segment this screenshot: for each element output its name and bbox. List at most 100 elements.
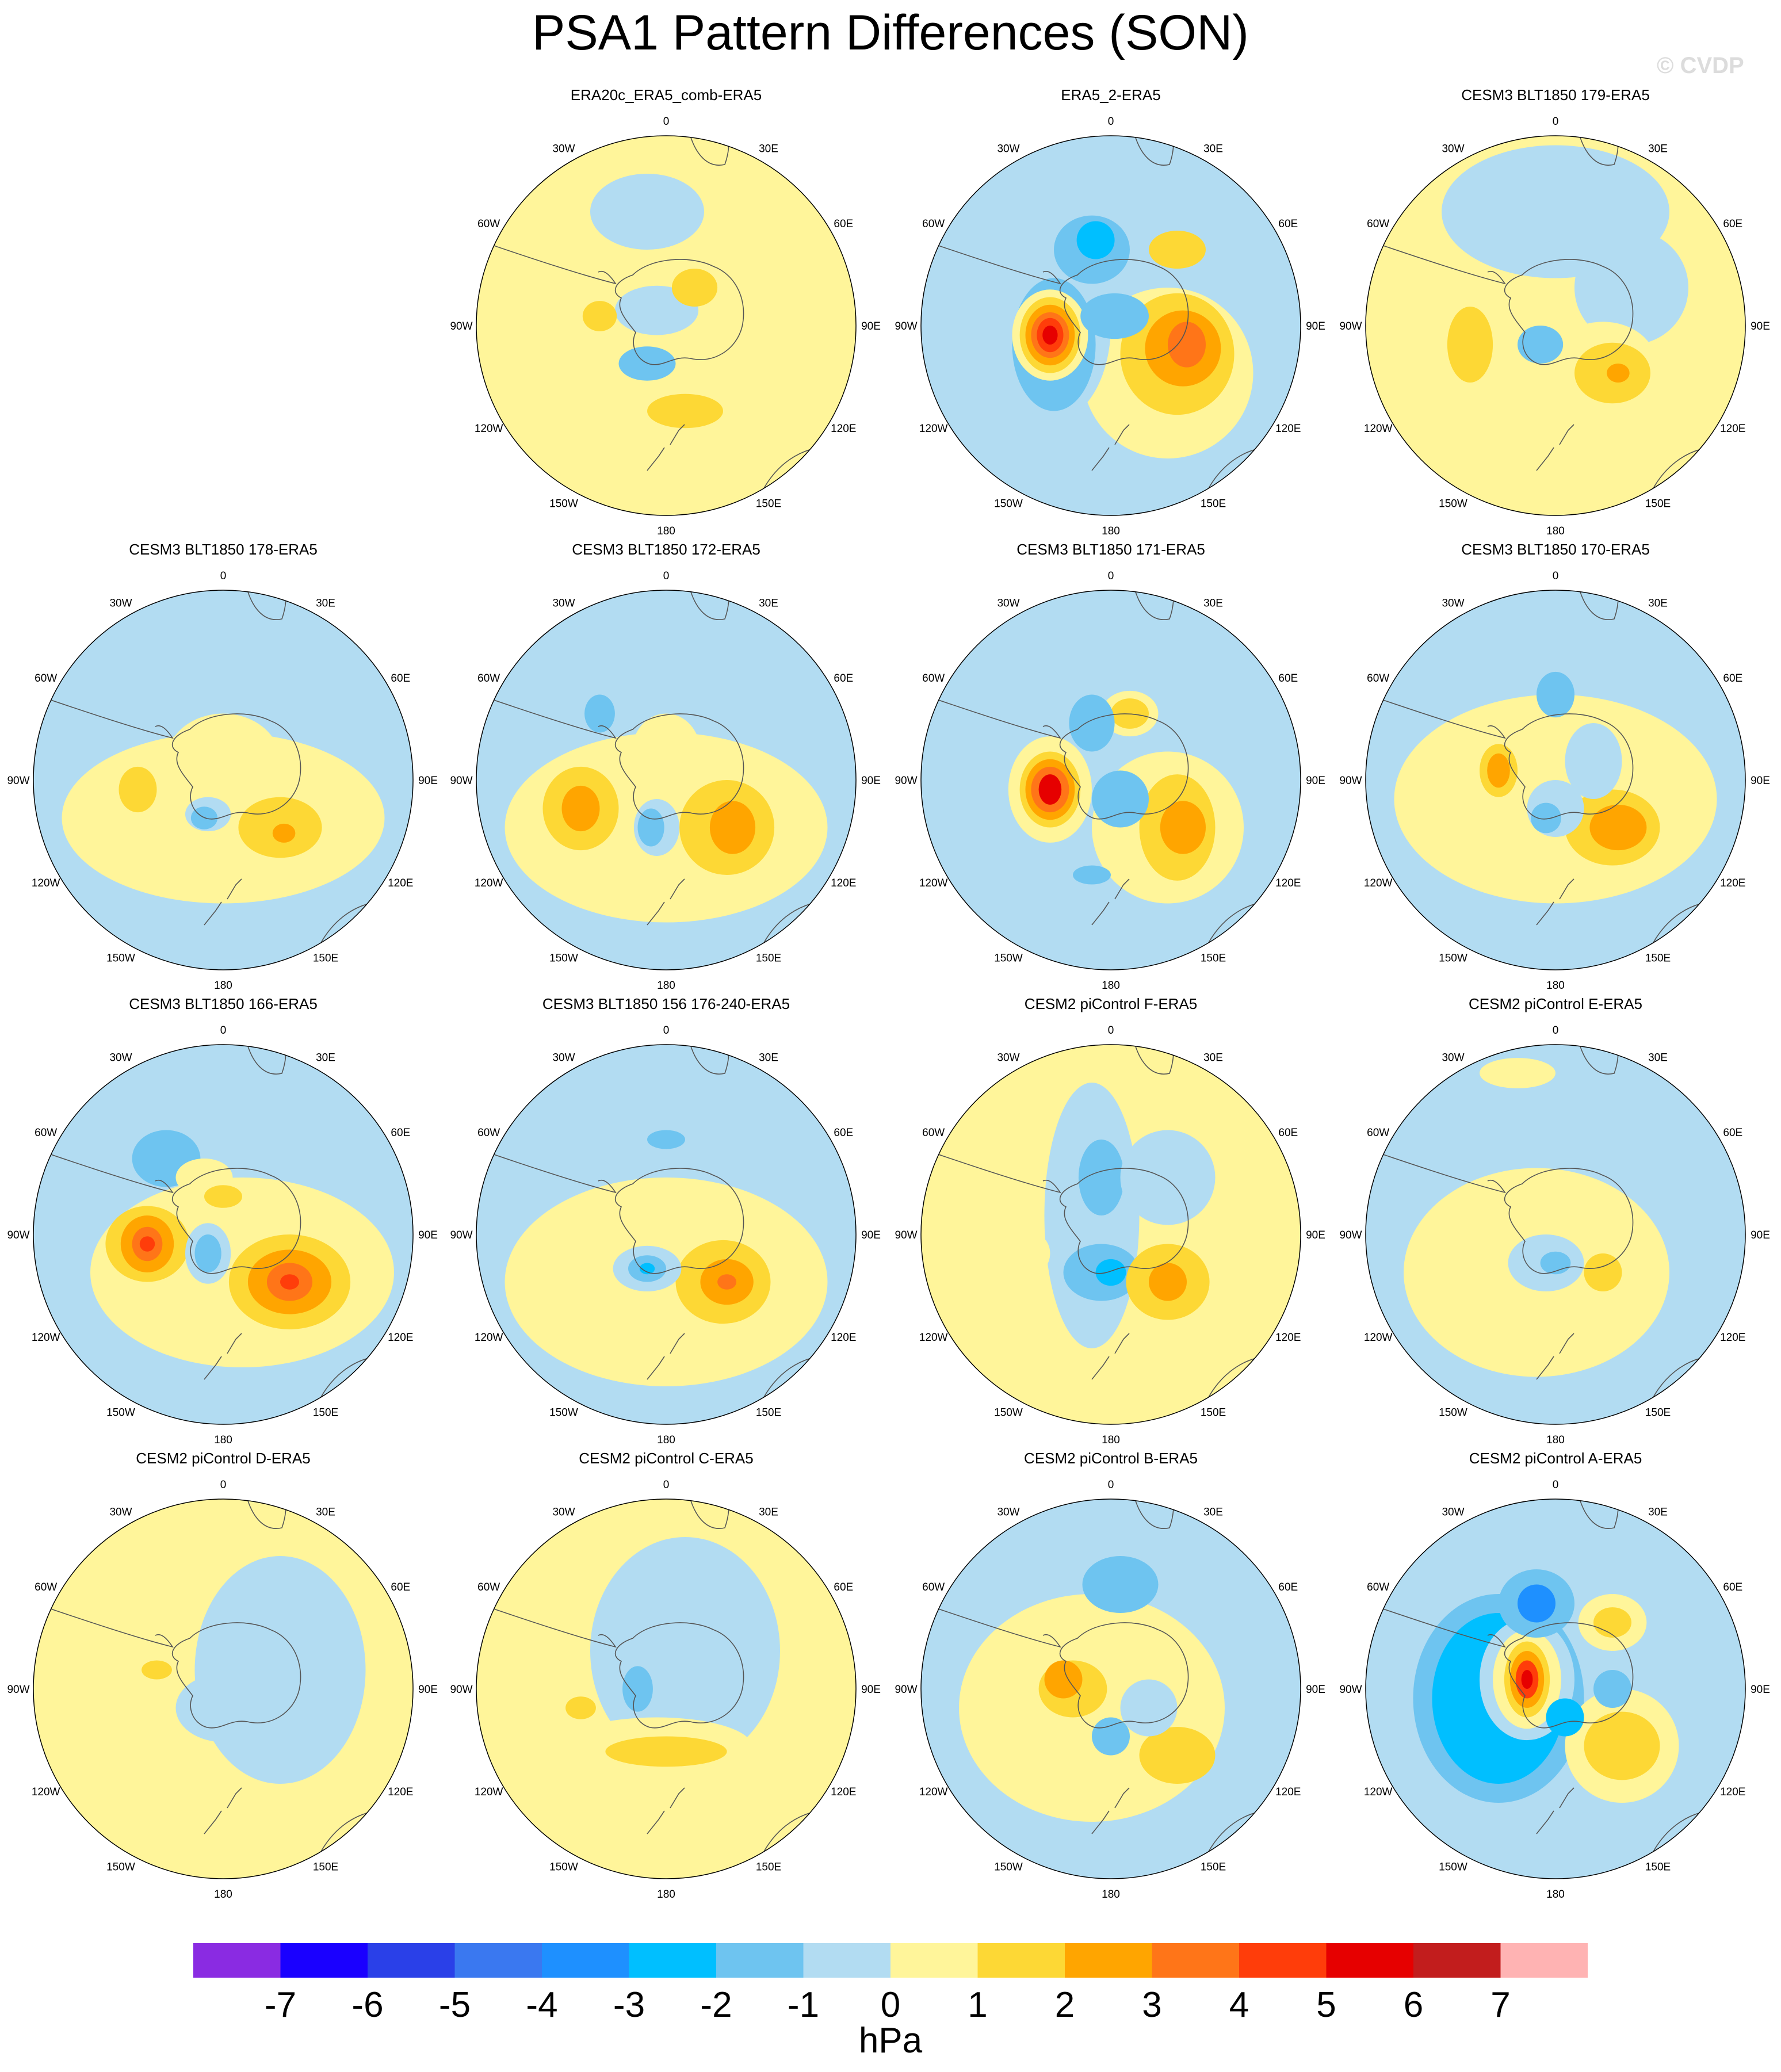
longitude-label: 60E xyxy=(834,1581,853,1593)
longitude-label: 30E xyxy=(316,1052,335,1064)
longitude-label: 180 xyxy=(1546,525,1565,537)
colorbar-tick-label: 6 xyxy=(1403,1985,1424,2025)
longitude-label: 30E xyxy=(759,143,778,155)
longitude-label: 120E xyxy=(1275,423,1301,435)
colorbar-swatch xyxy=(1152,1943,1240,1978)
antarctica-coastline xyxy=(614,259,744,365)
longitude-label: 150W xyxy=(106,1861,135,1873)
longitude-label: 180 xyxy=(1102,980,1120,992)
longitude-label: 60E xyxy=(834,218,853,230)
longitude-label: 150W xyxy=(549,1861,578,1873)
longitude-label: 150W xyxy=(994,1861,1023,1873)
new-zealand-coastline xyxy=(1536,1333,1574,1380)
negative-anomaly xyxy=(1082,1556,1159,1613)
longitude-label: 30E xyxy=(1648,1052,1668,1064)
longitude-label: 30E xyxy=(1203,1052,1223,1064)
map-panel: CESM3 BLT1850 178-ERA5 0 30E 60E 90E 120E 150E… xyxy=(0,541,446,995)
map-panel: CESM2 piControl D-ERA5 0 30E 60E 90E 120E 150E… xyxy=(0,1450,446,1904)
map-boundary xyxy=(1365,1044,1746,1425)
colorbar-tick-label: 7 xyxy=(1490,1985,1511,2025)
longitude-label: 180 xyxy=(1102,1434,1120,1446)
figure-title: PSA1 Pattern Differences (SON) xyxy=(532,5,1249,60)
new-zealand-coastline xyxy=(204,878,242,926)
positive-anomaly xyxy=(1521,1670,1533,1689)
longitude-label: 150E xyxy=(1645,1861,1671,1873)
longitude-label: 120E xyxy=(1275,877,1301,889)
longitude-label: 150W xyxy=(994,1406,1023,1419)
map-boundary xyxy=(476,590,857,970)
negative-anomaly xyxy=(584,694,615,733)
panel-title: CESM2 piControl D-ERA5 xyxy=(136,1450,311,1467)
cvdp-watermark: © CVDP xyxy=(1657,53,1744,78)
longitude-label: 30W xyxy=(1442,1507,1464,1519)
map-panel: CESM2 piControl A-ERA5 0 30E 60E 90E 120E 150E… xyxy=(1332,1450,1779,1904)
longitude-label: 0 xyxy=(1108,116,1114,128)
positive-anomaly xyxy=(582,301,617,331)
colorbar-swatch xyxy=(1326,1943,1414,1978)
longitude-label: 90W xyxy=(7,1684,29,1696)
longitude-label: 30E xyxy=(1648,598,1668,610)
longitude-label: 150E xyxy=(313,952,338,964)
antarctica-coastline xyxy=(614,1622,744,1729)
longitude-label: 120W xyxy=(1364,423,1393,435)
positive-anomaly xyxy=(717,1274,737,1290)
map-panel: CESM2 piControl B-ERA5 0 30E 60E 90E 120E 150E… xyxy=(888,1450,1334,1904)
colorbar-tick-label: 2 xyxy=(1054,1985,1075,2025)
panel-title: CESM3 BLT1850 156 176-240-ERA5 xyxy=(542,995,790,1012)
longitude-label: 30E xyxy=(759,1052,778,1064)
longitude-label: 120E xyxy=(1275,1786,1301,1798)
longitude-label: 180 xyxy=(1102,525,1120,537)
positive-anomaly xyxy=(647,393,723,429)
colorbar-tick-label: -4 xyxy=(526,1985,558,2025)
longitude-label: 90W xyxy=(895,1684,917,1696)
longitude-label: 150W xyxy=(1439,1861,1467,1873)
colorbar-tick-label: -1 xyxy=(787,1985,820,2025)
longitude-label: 30E xyxy=(316,1507,335,1519)
panel-title: CESM3 BLT1850 178-ERA5 xyxy=(129,541,318,558)
longitude-label: 120W xyxy=(475,1332,503,1344)
negative-anomaly xyxy=(1537,671,1574,718)
longitude-label: 0 xyxy=(1553,570,1559,582)
longitude-label: 90W xyxy=(450,775,472,787)
longitude-label: 60W xyxy=(35,1581,57,1593)
longitude-label: 90E xyxy=(861,775,881,787)
negative-anomaly xyxy=(194,1234,221,1272)
longitude-label: 120W xyxy=(919,1332,948,1344)
longitude-label: 180 xyxy=(214,1434,232,1446)
positive-anomaly xyxy=(1168,322,1206,368)
longitude-label: 120W xyxy=(919,423,948,435)
longitude-label: 150E xyxy=(1201,1406,1226,1419)
longitude-label: 60W xyxy=(1367,218,1389,230)
negative-anomaly xyxy=(1120,1679,1178,1737)
positive-anomaly xyxy=(1044,1660,1083,1699)
longitude-label: 180 xyxy=(1546,1434,1565,1446)
longitude-label: 150E xyxy=(1201,1861,1226,1873)
antarctica-coastline xyxy=(171,713,301,820)
longitude-label: 0 xyxy=(663,116,670,128)
colorbar-swatch xyxy=(977,1943,1065,1978)
map-boundary xyxy=(920,1498,1301,1879)
longitude-label: 150W xyxy=(1439,498,1467,510)
longitude-label: 120E xyxy=(831,1332,856,1344)
south-america-coastline xyxy=(35,1603,174,1648)
polar-map: 0 30E 60E 90E 120E 150E 180 150W 120W 90W 60W 30W xyxy=(450,116,880,537)
longitude-label: 60W xyxy=(477,672,500,685)
map-boundary xyxy=(920,135,1301,516)
longitude-label: 150W xyxy=(549,498,578,510)
colorbar-swatch xyxy=(1413,1943,1501,1978)
longitude-label: 90W xyxy=(895,1229,917,1241)
map-boundary xyxy=(920,1044,1301,1425)
map-panel: CESM3 BLT1850 166-ERA5 0 30E 60E 90E 120E 150E… xyxy=(0,995,446,1450)
longitude-label: 120W xyxy=(1364,1786,1393,1798)
positive-anomaly xyxy=(1584,1253,1622,1291)
polar-map: 0 30E 60E 90E 120E 150E 180 150W 120W 90W 60W 30W xyxy=(1339,1024,1769,1446)
longitude-label: 150W xyxy=(1439,1406,1467,1419)
positive-anomaly xyxy=(565,1696,596,1719)
panel-title: CESM2 piControl B-ERA5 xyxy=(1024,1450,1198,1467)
longitude-label: 60W xyxy=(922,218,945,230)
longitude-label: 90W xyxy=(1339,1684,1362,1696)
longitude-label: 120E xyxy=(1720,423,1745,435)
polar-map: 0 30E 60E 90E 120E 150E 180 150W 120W 90W 60W 30W xyxy=(895,1479,1325,1901)
longitude-label: 120E xyxy=(831,877,856,889)
map-panel: CESM2 piControl C-ERA5 0 30E 60E 90E 120E 150E… xyxy=(443,1450,889,1904)
